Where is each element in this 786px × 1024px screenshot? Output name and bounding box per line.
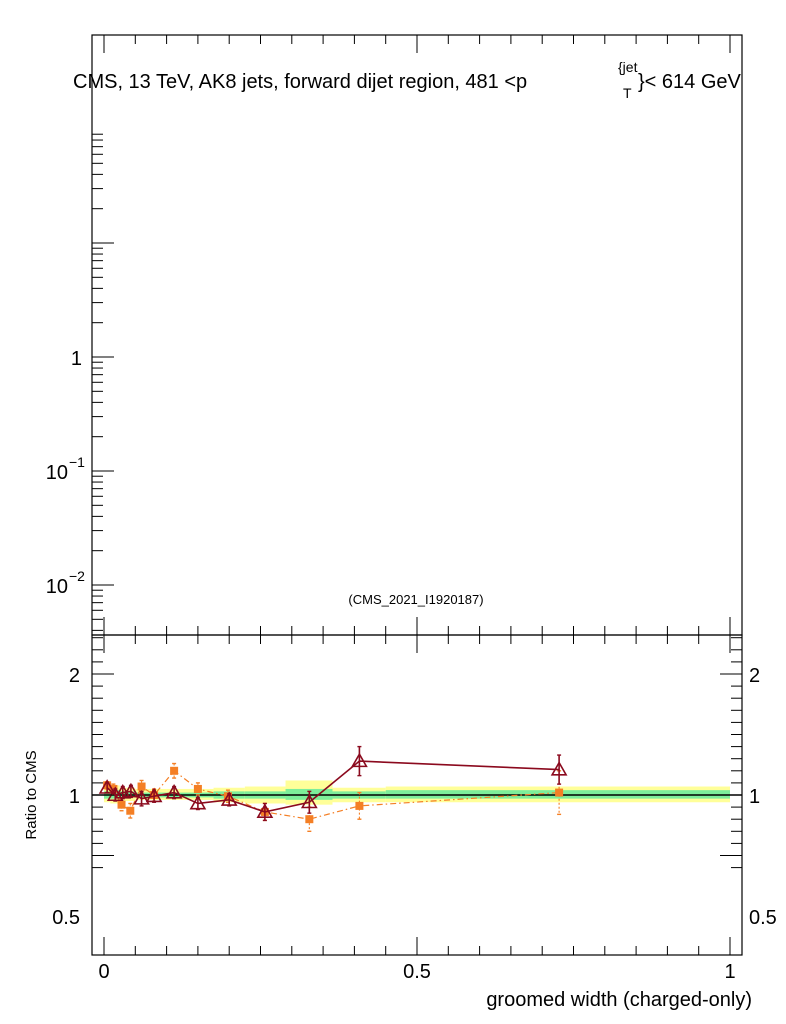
xtick-label-0: 0 — [98, 961, 109, 983]
ratio-y-labels-left: 2 1 0.5 — [52, 665, 80, 929]
data-point — [117, 800, 126, 809]
ratio-ytick-label-2-right: 2 — [749, 665, 760, 687]
data-point — [355, 801, 364, 810]
ratio-ytick-label-1-left: 1 — [69, 786, 80, 808]
title-tail: }< 614 GeV — [638, 71, 742, 93]
chart-title: CMS, 13 TeV, AK8 jets, forward dijet reg… — [73, 59, 742, 101]
title-p: p — [516, 71, 527, 93]
main-ytick-label-0p1: 10 — [46, 462, 68, 484]
ratio-ytick-label-1-right: 1 — [749, 786, 760, 808]
data-point — [351, 752, 368, 768]
ratio-series — [98, 745, 568, 832]
data-point — [555, 788, 564, 797]
ratio-ytick-label-2-left: 2 — [69, 665, 80, 687]
main-y-labels: 1 10 −1 10 −2 — [46, 348, 85, 598]
ratio-ticks — [92, 635, 742, 955]
title-main: CMS, 13 TeV, AK8 jets, forward dijet reg… — [73, 71, 516, 93]
main-frame — [91, 34, 743, 636]
ratio-panel: 2 1 0.5 2 1 0.5 0 0.5 1 groomed width (c… — [23, 634, 777, 1011]
data-point — [550, 760, 568, 776]
data-point — [300, 793, 318, 809]
data-point — [193, 784, 202, 793]
y-axis-label: Ratio to CMS — [23, 750, 40, 839]
xtick-label-0p5: 0.5 — [403, 961, 431, 983]
data-point — [165, 783, 183, 799]
ratio-ytick-label-0p5-left: 0.5 — [52, 907, 80, 929]
xtick-label-1: 1 — [724, 961, 735, 983]
svg-text:CMS, 13 TeV, AK8 jets, forward: CMS, 13 TeV, AK8 jets, forward dijet reg… — [73, 71, 527, 93]
data-point — [137, 782, 146, 791]
main-ytick-exp-0p1: −1 — [69, 454, 85, 470]
data-point — [305, 815, 314, 824]
title-sup: {jet — [618, 59, 638, 75]
title-sub: T — [623, 85, 632, 101]
main-y-ticks — [92, 35, 731, 635]
data-point — [256, 803, 274, 818]
data-point — [170, 766, 179, 775]
series-mc-a — [98, 745, 568, 822]
data-point — [133, 790, 150, 805]
main-ytick-label-1: 1 — [71, 348, 82, 370]
data-point — [145, 787, 163, 803]
data-point — [98, 779, 116, 794]
x-axis-label: groomed width (charged-only) — [486, 989, 752, 1011]
ratio-ytick-label-0p5-right: 0.5 — [749, 907, 777, 929]
data-point — [122, 782, 140, 798]
data-point — [126, 806, 135, 815]
data-point — [189, 794, 207, 810]
analysis-annotation: (CMS_2021_I1920187) — [348, 592, 483, 607]
main-ytick-exp-0p01: −2 — [69, 568, 85, 584]
x-tick-labels: 0 0.5 1 — [98, 961, 735, 983]
main-ytick-label-0p01: 10 — [46, 576, 68, 598]
main-panel: 1 10 −1 10 −2 (CMS_2021_I1920187) — [46, 34, 743, 636]
data-point — [220, 791, 238, 806]
ratio-y-labels-right: 2 1 0.5 — [749, 665, 777, 929]
